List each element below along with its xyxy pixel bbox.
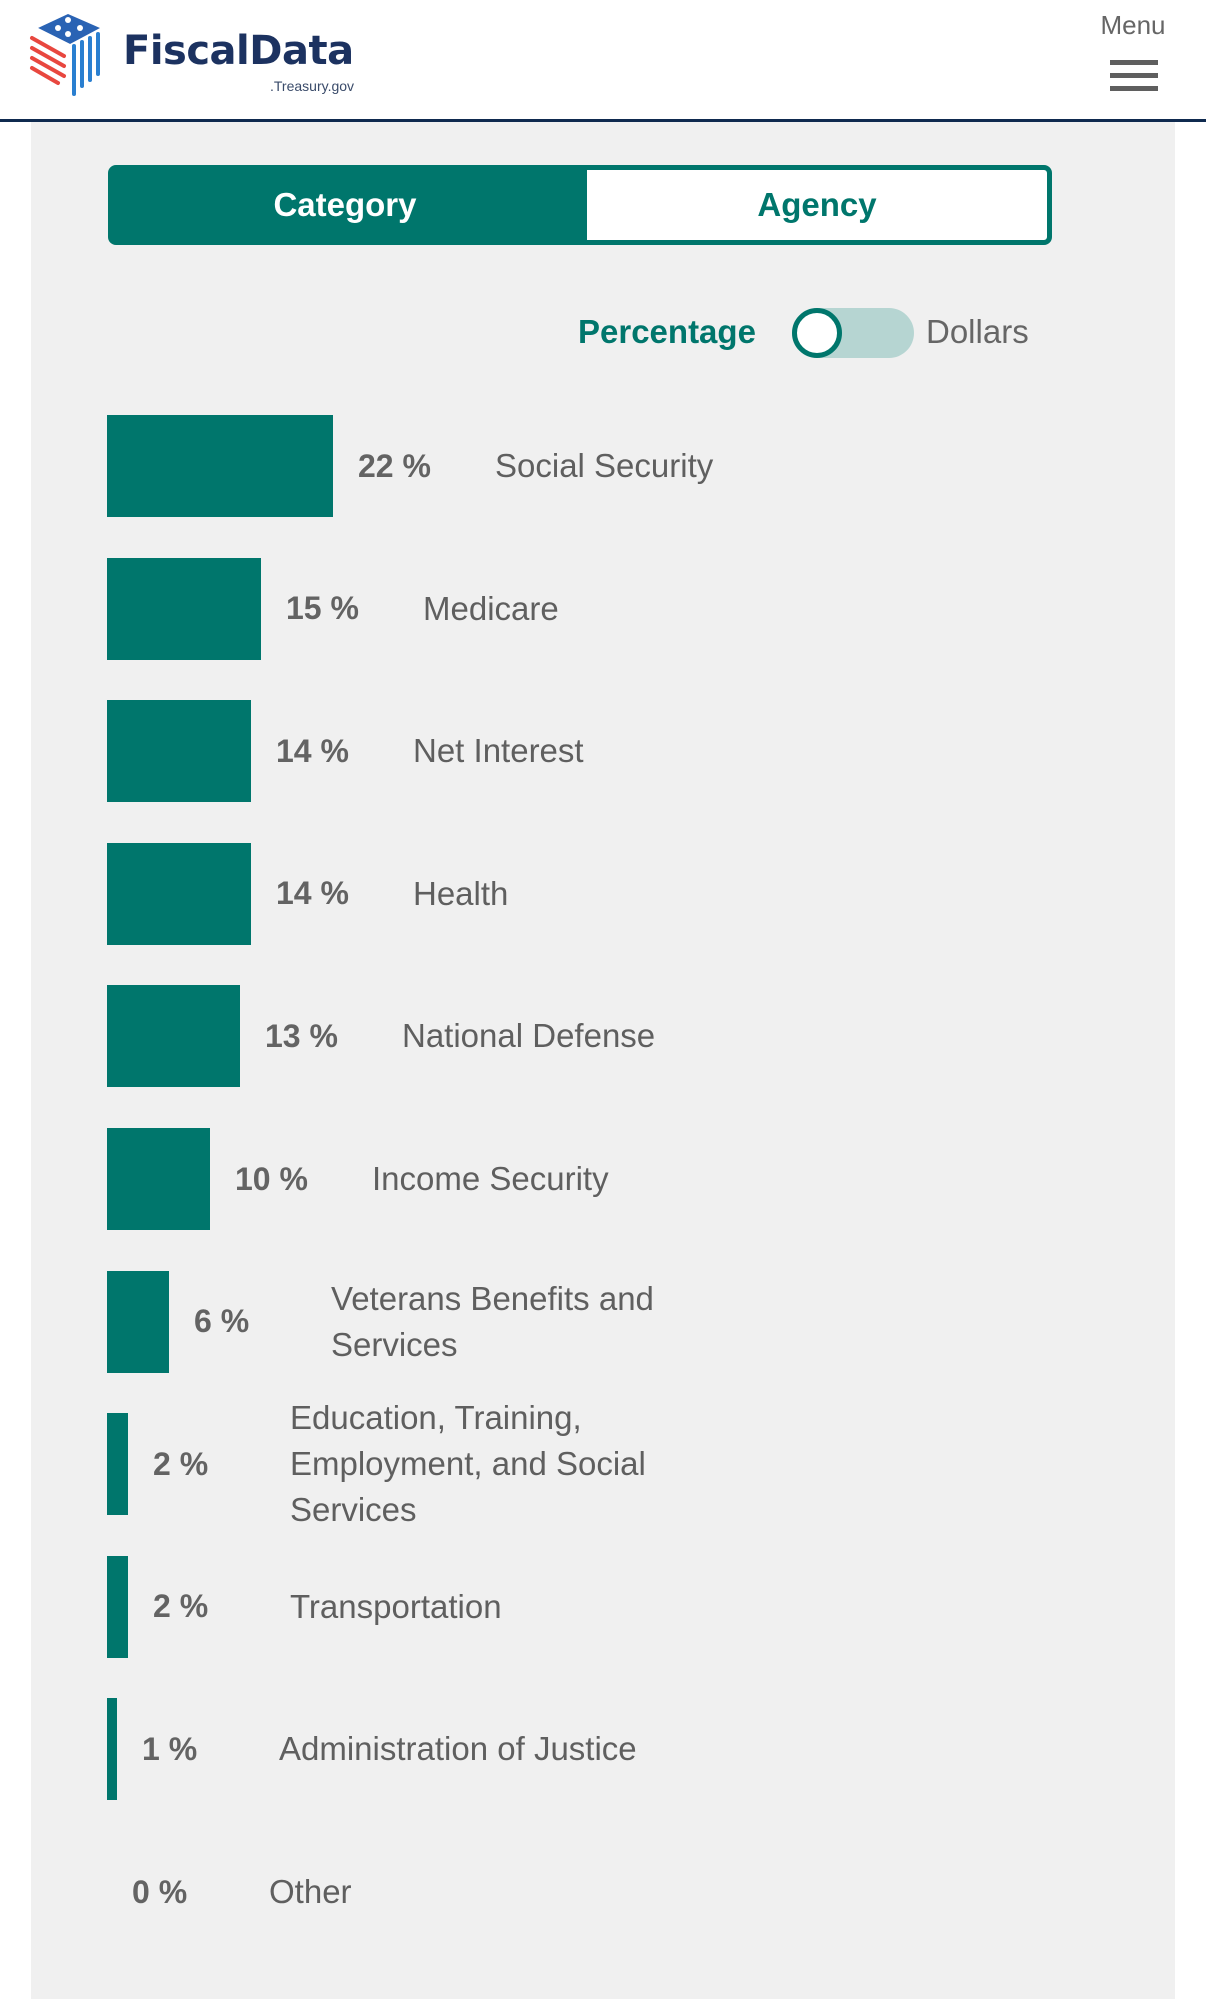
category-label: Other: [269, 1873, 352, 1910]
chart-row[interactable]: 2 % Transportation: [0, 1555, 1206, 1658]
unit-switch: Percentage Dollars: [570, 305, 1070, 361]
chart-row[interactable]: 2 % Education, Training, Employment, and …: [0, 1399, 1206, 1529]
percentage-label[interactable]: Percentage: [578, 313, 756, 350]
chart-row[interactable]: 0 % Other: [0, 1841, 1206, 1943]
bar[interactable]: [107, 700, 251, 803]
tab-category[interactable]: Category: [108, 165, 582, 245]
chart-row[interactable]: 13 % National Defense: [0, 985, 1206, 1088]
value-label: 14 %: [276, 875, 349, 912]
dollars-label[interactable]: Dollars: [926, 313, 1029, 350]
value-label: 22 %: [358, 447, 431, 484]
unit-toggle[interactable]: [792, 308, 914, 358]
bar[interactable]: [107, 1698, 117, 1801]
value-label: 15 %: [286, 590, 359, 627]
toggle-knob: [792, 308, 842, 358]
value-label: 2 %: [153, 1588, 209, 1625]
category-label: Income Security: [372, 1160, 609, 1197]
value-label: 10 %: [235, 1160, 308, 1197]
fiscaldata-logo[interactable]: FiscalData .Treasury.gov: [28, 6, 368, 98]
chart-row[interactable]: 10 % Income Security: [0, 1128, 1206, 1230]
tab-agency[interactable]: Agency: [582, 165, 1052, 245]
chart-row[interactable]: 1 % Administration of Justice: [0, 1698, 1206, 1801]
flag-cube-icon: [30, 14, 100, 96]
bar[interactable]: [107, 1413, 128, 1516]
category-label: Social Security: [495, 447, 714, 484]
value-label: 1 %: [142, 1730, 198, 1767]
category-label: Net Interest: [413, 732, 584, 770]
site-header: FiscalData .Treasury.gov Menu: [0, 0, 1206, 120]
value-label: 13 %: [265, 1017, 338, 1054]
category-label: Administration of Justice: [279, 1730, 637, 1768]
value-label: 6 %: [194, 1303, 250, 1340]
hamburger-icon: [1110, 60, 1158, 99]
bar[interactable]: [107, 557, 261, 660]
view-toggle: Category Agency: [108, 165, 1052, 245]
value-label: 0 %: [132, 1873, 188, 1910]
logo-wordmark: FiscalData: [123, 28, 354, 74]
menu-label: Menu: [1100, 10, 1166, 40]
chart-row[interactable]: 6 % Veterans Benefits and Services: [0, 1270, 1206, 1373]
chart-row[interactable]: 14 % Health: [0, 842, 1206, 945]
bar[interactable]: [107, 415, 333, 517]
bar[interactable]: [107, 1128, 210, 1230]
category-label: Veterans Benefits and Services: [331, 1279, 654, 1363]
chart-row[interactable]: 14 % Net Interest: [0, 700, 1206, 803]
chart-row[interactable]: 22 % Social Security: [0, 415, 1206, 517]
bar[interactable]: [107, 1270, 169, 1373]
logo-subtext: .Treasury.gov: [270, 78, 355, 94]
bar[interactable]: [107, 1555, 128, 1658]
header-divider: [0, 119, 1206, 122]
value-label: 14 %: [276, 732, 349, 769]
category-label: Health: [413, 874, 509, 912]
category-label: National Defense: [402, 1017, 656, 1055]
category-label: Education, Training, Employment, and Soc…: [290, 1399, 646, 1529]
bar[interactable]: [107, 842, 251, 945]
bar[interactable]: [107, 985, 240, 1088]
value-label: 2 %: [153, 1445, 209, 1482]
category-label: Medicare: [423, 589, 559, 627]
chart-row[interactable]: 15 % Medicare: [0, 557, 1206, 660]
menu-button[interactable]: Menu: [1090, 8, 1176, 98]
category-label: Transportation: [290, 1587, 502, 1625]
